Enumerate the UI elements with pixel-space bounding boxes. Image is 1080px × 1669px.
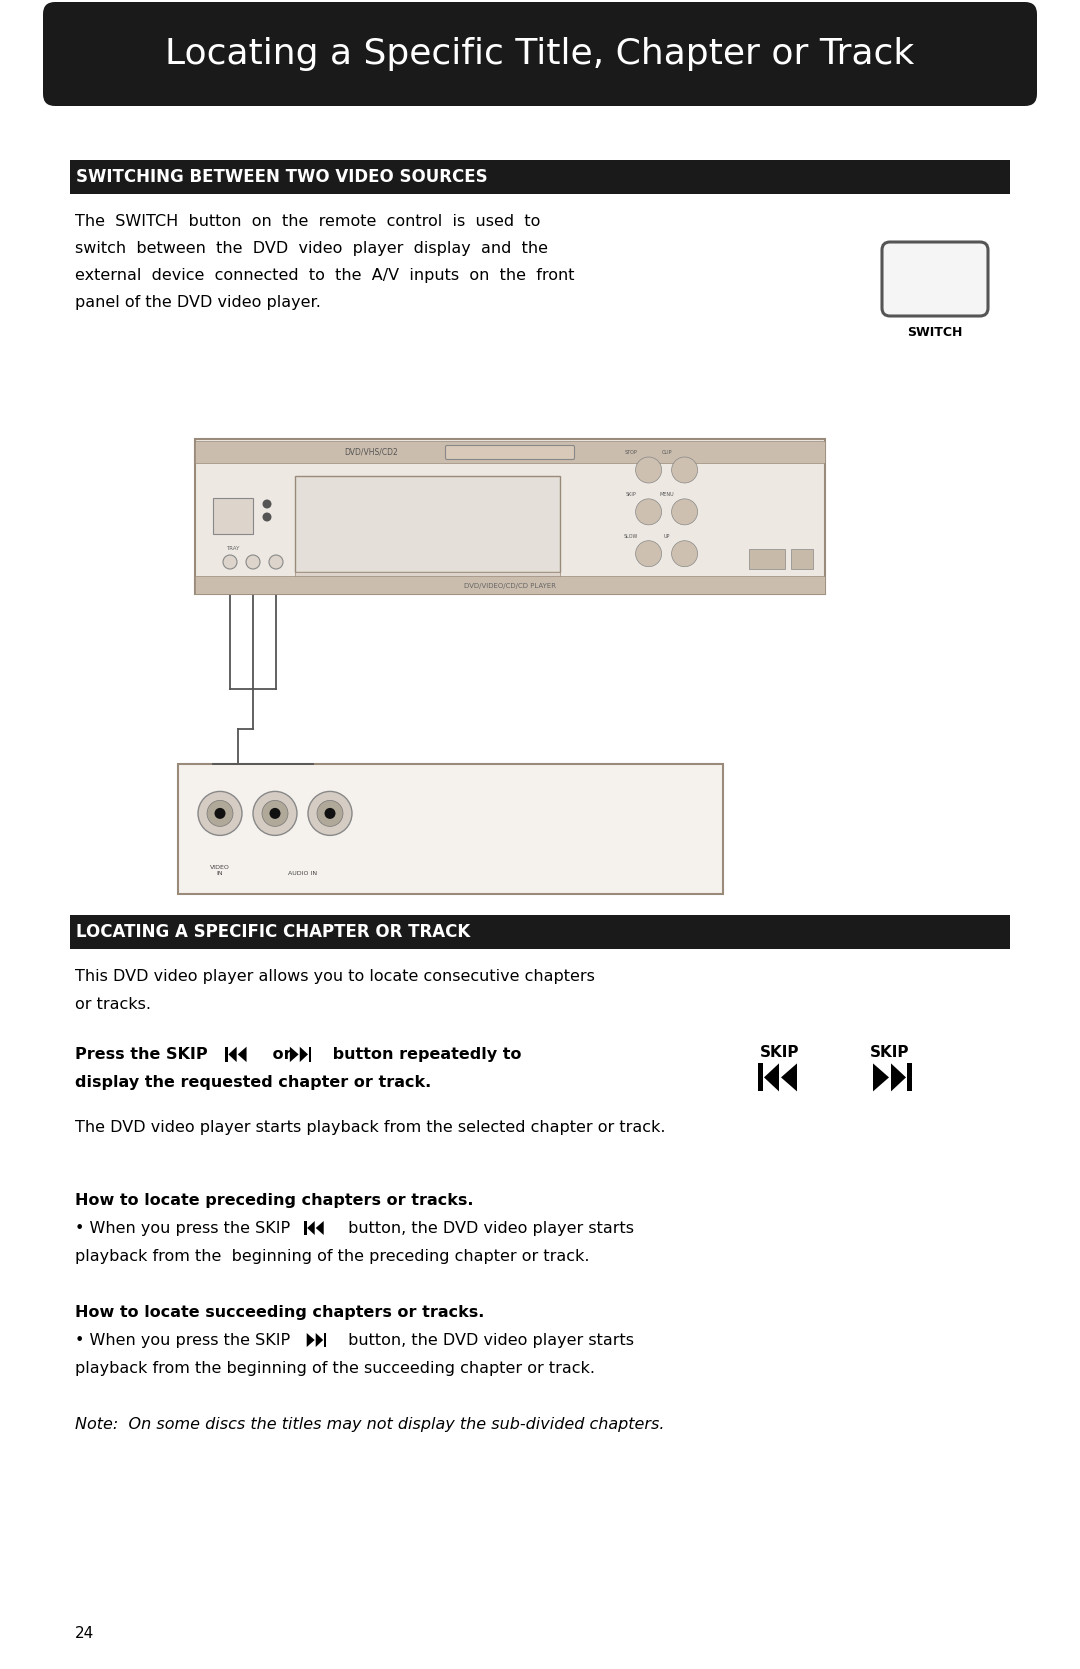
Polygon shape: [873, 1063, 889, 1092]
Circle shape: [324, 808, 336, 819]
Circle shape: [198, 791, 242, 836]
Circle shape: [262, 512, 271, 521]
Text: The  SWITCH  button  on  the  remote  control  is  used  to: The SWITCH button on the remote control …: [76, 214, 541, 229]
Text: switch  between  the  DVD  video  player  display  and  the: switch between the DVD video player disp…: [76, 240, 549, 255]
Polygon shape: [238, 1046, 246, 1061]
Text: This DVD video player allows you to locate consecutive chapters: This DVD video player allows you to loca…: [76, 970, 595, 985]
Text: button repeatedly to: button repeatedly to: [327, 1048, 522, 1063]
Bar: [225, 1046, 228, 1061]
Text: VIDEO
IN: VIDEO IN: [211, 865, 230, 876]
Circle shape: [672, 541, 698, 567]
Bar: [178, 764, 723, 895]
Text: button, the DVD video player starts: button, the DVD video player starts: [343, 1334, 634, 1349]
Circle shape: [636, 541, 662, 567]
Circle shape: [262, 801, 288, 826]
Text: or tracks.: or tracks.: [76, 996, 151, 1011]
Text: display the requested chapter or track.: display the requested chapter or track.: [76, 1075, 431, 1090]
Circle shape: [215, 808, 226, 819]
Text: button, the DVD video player starts: button, the DVD video player starts: [343, 1222, 634, 1237]
Bar: [213, 497, 253, 534]
Text: STOP: STOP: [624, 451, 637, 456]
Bar: [295, 572, 559, 586]
Text: SKIP: SKIP: [625, 492, 636, 497]
Bar: [758, 1063, 762, 1092]
Circle shape: [246, 556, 260, 569]
Polygon shape: [315, 1334, 323, 1347]
Circle shape: [672, 499, 698, 524]
Circle shape: [308, 791, 352, 836]
Text: Note:  On some discs the titles may not display the sub-divided chapters.: Note: On some discs the titles may not d…: [76, 1417, 664, 1432]
Polygon shape: [289, 1046, 299, 1061]
Text: playback from the  beginning of the preceding chapter or track.: playback from the beginning of the prece…: [76, 1248, 590, 1263]
Circle shape: [636, 457, 662, 482]
Text: MENU: MENU: [659, 492, 674, 497]
Text: Press the SKIP: Press the SKIP: [76, 1048, 214, 1063]
Circle shape: [672, 457, 698, 482]
Circle shape: [207, 801, 233, 826]
Polygon shape: [891, 1063, 906, 1092]
Bar: [309, 1046, 311, 1061]
Text: • When you press the SKIP: • When you press the SKIP: [76, 1222, 296, 1237]
Bar: [195, 441, 825, 462]
Bar: [70, 915, 1010, 950]
Text: SLOW: SLOW: [623, 534, 638, 539]
Text: SKIP: SKIP: [760, 1045, 800, 1060]
Circle shape: [318, 801, 343, 826]
Bar: [70, 160, 1010, 194]
Polygon shape: [300, 1046, 308, 1061]
Text: 24: 24: [76, 1626, 94, 1641]
Text: LOCATING A SPECIFIC CHAPTER OR TRACK: LOCATING A SPECIFIC CHAPTER OR TRACK: [77, 923, 471, 941]
Text: external  device  connected  to  the  A/V  inputs  on  the  front: external device connected to the A/V inp…: [76, 269, 575, 284]
Text: • When you press the SKIP: • When you press the SKIP: [76, 1334, 296, 1349]
Text: How to locate preceding chapters or tracks.: How to locate preceding chapters or trac…: [76, 1193, 474, 1208]
Text: SWITCH: SWITCH: [907, 325, 962, 339]
Bar: [907, 1063, 912, 1092]
Text: SKIP: SKIP: [870, 1045, 909, 1060]
Circle shape: [262, 499, 271, 509]
Text: Locating a Specific Title, Chapter or Track: Locating a Specific Title, Chapter or Tr…: [165, 37, 915, 72]
Text: TRAY: TRAY: [227, 546, 240, 551]
Bar: [750, 549, 785, 569]
Text: SWITCHING BETWEEN TWO VIDEO SOURCES: SWITCHING BETWEEN TWO VIDEO SOURCES: [77, 169, 488, 185]
Text: The DVD video player starts playback from the selected chapter or track.: The DVD video player starts playback fro…: [76, 1120, 665, 1135]
Text: playback from the beginning of the succeeding chapter or track.: playback from the beginning of the succe…: [76, 1360, 595, 1375]
Text: DVD/VHS/CD2: DVD/VHS/CD2: [345, 447, 399, 457]
Bar: [305, 1222, 307, 1235]
Bar: [324, 1334, 326, 1347]
FancyBboxPatch shape: [446, 446, 575, 459]
Polygon shape: [307, 1222, 314, 1235]
Polygon shape: [228, 1046, 237, 1061]
Text: AUDIO IN: AUDIO IN: [288, 871, 318, 876]
Circle shape: [222, 556, 237, 569]
Circle shape: [253, 791, 297, 836]
Polygon shape: [315, 1222, 324, 1235]
Bar: [295, 476, 559, 572]
Circle shape: [636, 499, 662, 524]
FancyBboxPatch shape: [43, 2, 1037, 107]
Text: CLIP: CLIP: [661, 451, 672, 456]
Polygon shape: [781, 1063, 797, 1092]
Text: How to locate succeeding chapters or tracks.: How to locate succeeding chapters or tra…: [76, 1305, 485, 1320]
Text: panel of the DVD video player.: panel of the DVD video player.: [76, 295, 321, 310]
Text: UP: UP: [663, 534, 670, 539]
Text: or: or: [267, 1048, 297, 1063]
Polygon shape: [307, 1334, 314, 1347]
Bar: [195, 576, 825, 594]
Bar: [792, 549, 813, 569]
Polygon shape: [764, 1063, 779, 1092]
Circle shape: [269, 556, 283, 569]
Circle shape: [270, 808, 281, 819]
Bar: [195, 439, 825, 594]
Text: DVD/VIDEO/CD/CD PLAYER: DVD/VIDEO/CD/CD PLAYER: [464, 582, 556, 589]
FancyBboxPatch shape: [882, 242, 988, 315]
